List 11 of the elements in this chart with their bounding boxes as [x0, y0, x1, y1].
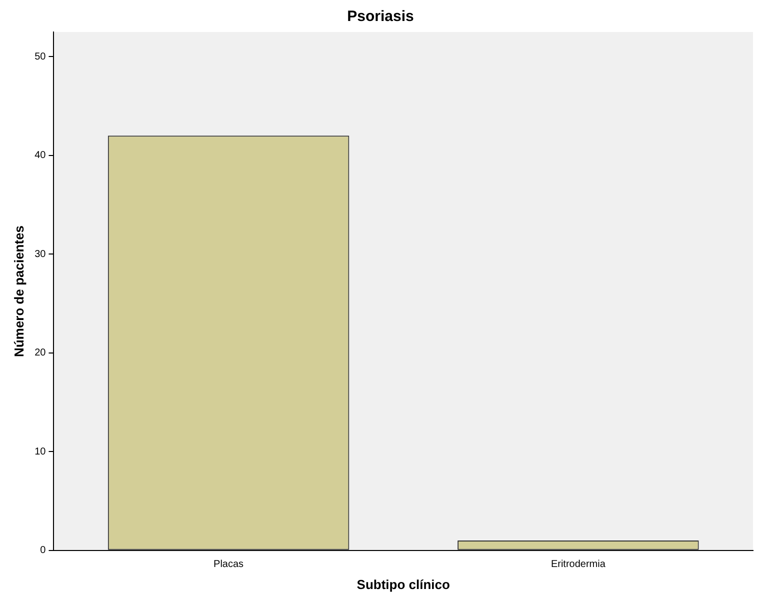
y-tick-label: 40	[34, 150, 46, 162]
x-tick-label: Eritrodermia	[550, 559, 606, 570]
y-tick-label: 30	[34, 248, 46, 260]
y-tick-label: 50	[34, 51, 46, 62]
y-tick-label: 0	[40, 545, 46, 556]
x-axis-title: Subtipo clínico	[356, 576, 450, 592]
y-tick-label: 10	[34, 446, 46, 458]
y-axis-title: Número de pacientes	[11, 225, 26, 357]
y-tick-label: 20	[34, 348, 46, 359]
x-tick-label: Placas	[214, 559, 244, 570]
chart-title: Psoriasis	[347, 8, 414, 26]
